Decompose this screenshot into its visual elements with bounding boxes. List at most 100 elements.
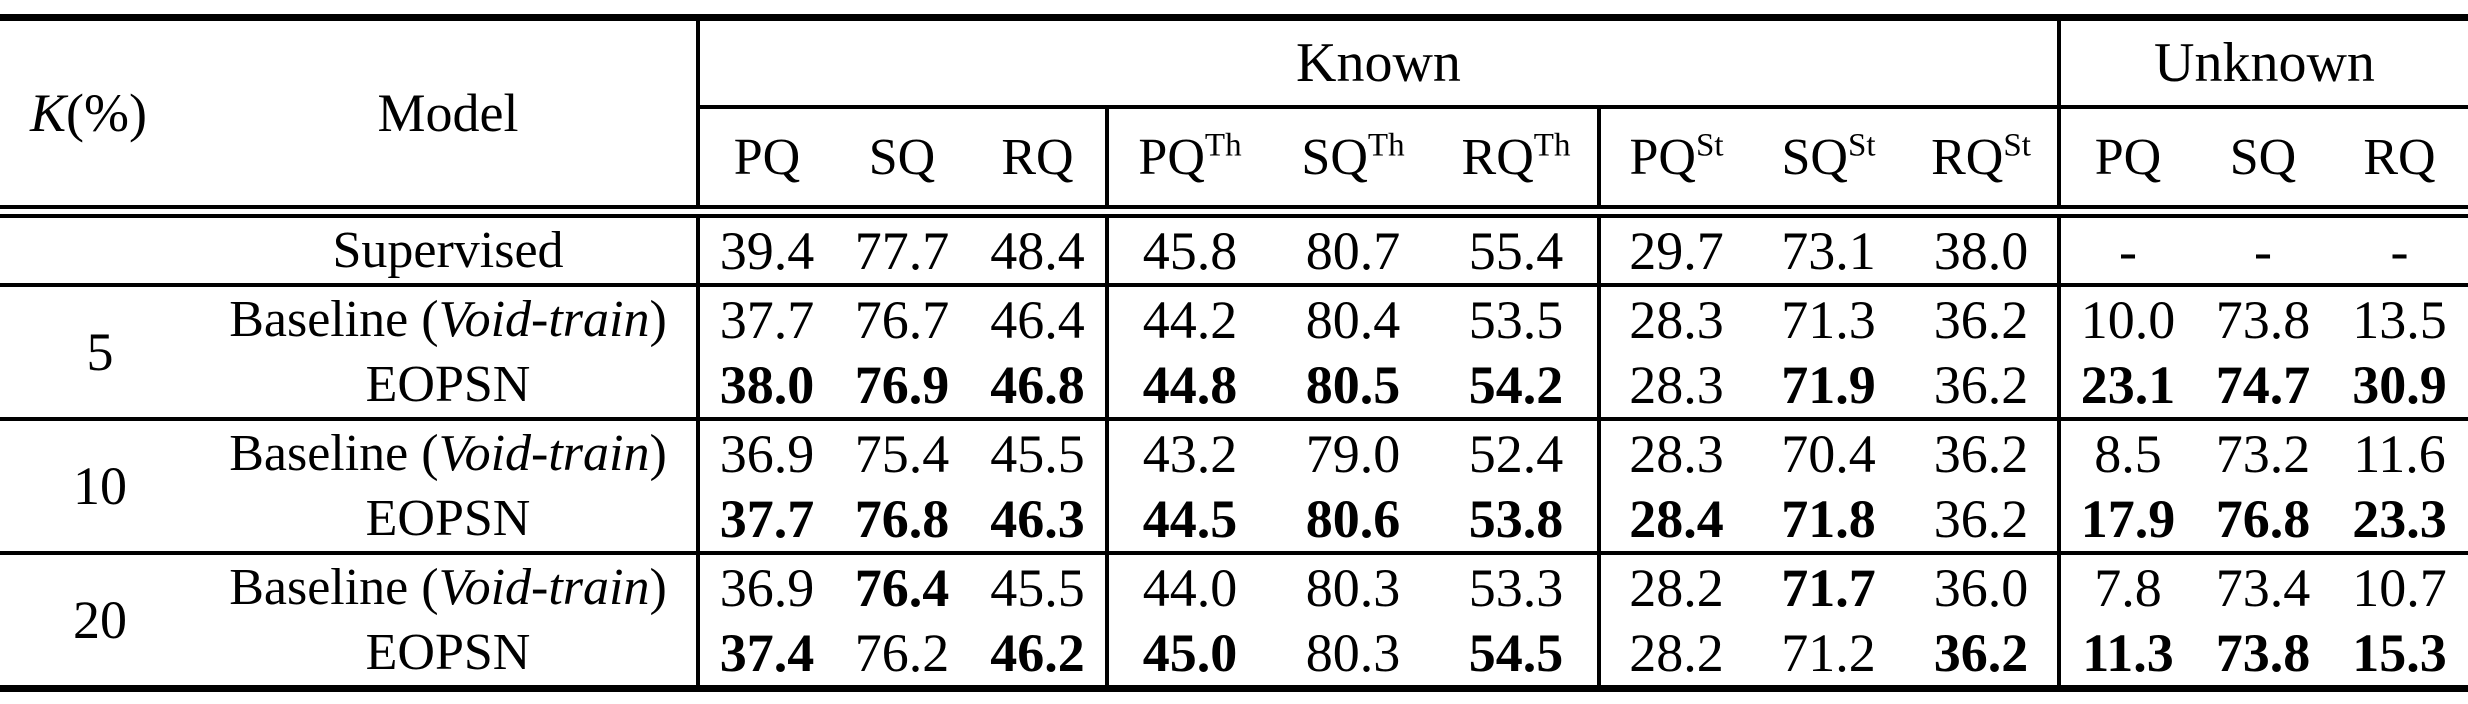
metric-value-cell: 10.0	[2057, 285, 2195, 352]
metric-value-cell: 44.2	[1105, 285, 1271, 352]
metric-value-cell: 71.8	[1752, 486, 1905, 555]
metric-value-cell: 79.0	[1305, 423, 1401, 484]
metric-value-cell: 15.3	[2352, 622, 2447, 683]
metric-value-cell: 80.5	[1271, 352, 1435, 421]
metric-value-cell: 73.8	[2215, 622, 2311, 683]
metric-value-cell: 43.2	[1105, 419, 1271, 486]
metric-value-cell: 53.3	[1468, 557, 1564, 618]
metric-label: RQ	[2363, 128, 2436, 186]
header-metric-pq-st: PQSt	[1597, 107, 1752, 218]
metric-value-cell: 28.3	[1597, 419, 1752, 486]
metric-value-cell: 71.9	[1752, 352, 1905, 421]
metric-value-cell: 30.9	[2331, 352, 2468, 421]
metric-label: PQ	[1629, 128, 1696, 186]
metric-superscript: Th	[1533, 127, 1571, 164]
metric-value-cell: 38.0	[1905, 211, 2059, 287]
metric-label: PQ	[2094, 128, 2162, 186]
metric-label: SQ	[1781, 128, 1848, 186]
model-italic-part: Void-train	[438, 290, 650, 348]
k-value-cell: 5	[0, 285, 200, 421]
metric-value-cell: 80.4	[1305, 289, 1401, 350]
k-percent-suffix: (%)	[66, 83, 147, 143]
table-row: EOPSN 38.0 76.9 46.8 44.8 80.5 54.2 28.3 71.9 36.…	[0, 352, 2468, 421]
header-metric-pq: PQ	[2057, 107, 2195, 218]
header-metric-rq-st: RQSt	[1905, 107, 2059, 218]
model-cell: EOPSN	[200, 352, 698, 421]
table-row: 5 Baseline (Void-train) 37.7 76.7 46.4 44.2 80…	[0, 285, 2468, 421]
header-metric-sq-th: SQTh	[1271, 107, 1435, 218]
header-metric-rq: RQ	[970, 107, 1107, 218]
metric-value-cell: 44.5	[1105, 486, 1271, 555]
metric-value-cell: 45.5	[990, 557, 1085, 618]
metric-superscript: St	[1695, 127, 1724, 164]
metric-value-cell: 46.8	[970, 352, 1107, 421]
header-k-percent: K(%)	[0, 17, 200, 218]
metric-value-cell: 28.4	[1597, 486, 1752, 555]
metric-value-cell: 54.5	[1468, 622, 1564, 683]
metric-value-cell: 71.2	[1781, 622, 1876, 683]
metric-value-cell: 17.9	[2057, 486, 2195, 555]
metric-value-cell: 11.6	[2353, 423, 2446, 484]
metric-value-cell: 36.2	[1905, 486, 2059, 555]
metric-value-cell: 45.0	[1105, 620, 1271, 689]
metric-value-cell: 8.5	[2057, 419, 2195, 486]
metric-value-cell: 36.9	[696, 553, 834, 620]
metric-value-cell: 28.3	[1597, 352, 1752, 421]
metric-value-cell: 73.8	[2215, 289, 2311, 350]
metric-value-cell: 13.5	[2352, 289, 2447, 350]
metric-value-cell: 77.7	[834, 211, 970, 287]
model-cell: Baseline (Void-train)	[229, 290, 667, 348]
metric-value-cell: 29.7	[1597, 211, 1752, 287]
header-group-unknown: Unknown	[2057, 17, 2468, 109]
metric-superscript: Th	[1204, 127, 1242, 164]
metric-value-cell: 76.8	[2195, 486, 2331, 555]
table-row: EOPSN 37.7 76.8 46.3 44.5 80.6 53.8 28.4 71.8 36.…	[0, 486, 2468, 555]
k-symbol: K	[30, 83, 67, 143]
metric-value-cell: 10.7	[2352, 557, 2447, 618]
model-italic-part: Void-train	[438, 558, 650, 616]
metric-value-cell: 37.7	[696, 486, 834, 555]
metric-value-cell: 36.2	[1933, 423, 2029, 484]
metric-value-cell: 28.2	[1597, 553, 1752, 620]
metric-value-cell: 36.0	[1933, 557, 2029, 618]
header-metric-row: PQ SQ RQ PQTh SQTh RQTh PQSt SQSt RQSt PQ SQ RQ	[0, 107, 2468, 218]
metric-superscript: St	[2003, 127, 2031, 164]
metric-value-cell: 73.4	[2215, 557, 2311, 618]
results-table: K(%) Model Known Unknown PQ SQ RQ PQTh SQTh R…	[0, 14, 2468, 692]
metric-value-cell: 48.4	[970, 211, 1107, 287]
metric-value-cell: 36.2	[1905, 352, 2059, 421]
metric-value-cell: 70.4	[1781, 423, 1876, 484]
metric-value-cell: 37.4	[696, 620, 834, 689]
header-metric-rq-th: RQTh	[1435, 107, 1599, 218]
metric-value-cell: 36.2	[1933, 622, 2029, 683]
metric-value-cell: 46.4	[990, 289, 1085, 350]
k-value-cell: 20	[0, 553, 200, 691]
metric-value-cell: 39.4	[696, 211, 834, 287]
metric-value-cell: 44.0	[1105, 553, 1271, 620]
header-metric-sq: SQ	[834, 107, 970, 218]
model-italic-part: Void-train	[438, 424, 650, 482]
model-cell: Baseline (Void-train)	[229, 558, 667, 616]
metric-label: SQ	[2229, 128, 2297, 186]
metric-value-cell: 75.4	[854, 423, 950, 484]
metric-value-cell: 53.5	[1468, 289, 1564, 350]
metric-value-cell: 76.8	[834, 486, 970, 555]
metric-label: RQ	[1461, 128, 1534, 186]
metric-value-cell: 76.4	[854, 557, 950, 618]
table-header: K(%) Model Known Unknown PQ SQ RQ PQTh SQTh R…	[0, 17, 2468, 218]
metric-value-cell: 37.7	[696, 285, 834, 352]
table-row: Supervised 39.4 77.7 48.4 45.8 80.7 55.4 29.7 73…	[0, 211, 2468, 287]
metric-value-cell: 23.3	[2331, 486, 2468, 555]
header-metric-pq-th: PQTh	[1105, 107, 1271, 218]
metric-value-cell: 44.8	[1105, 352, 1271, 421]
metric-value-cell: -	[2331, 211, 2468, 287]
metric-value-cell: 76.9	[834, 352, 970, 421]
metric-label: PQ	[733, 128, 801, 186]
metric-value-cell: -	[2057, 211, 2195, 287]
metric-value-cell: 71.3	[1781, 289, 1876, 350]
metric-value-cell: 55.4	[1435, 211, 1599, 287]
header-group-row: K(%) Model Known Unknown	[0, 17, 2468, 218]
metric-value-cell: 45.8	[1105, 211, 1271, 287]
metric-value-cell: 36.9	[696, 419, 834, 486]
